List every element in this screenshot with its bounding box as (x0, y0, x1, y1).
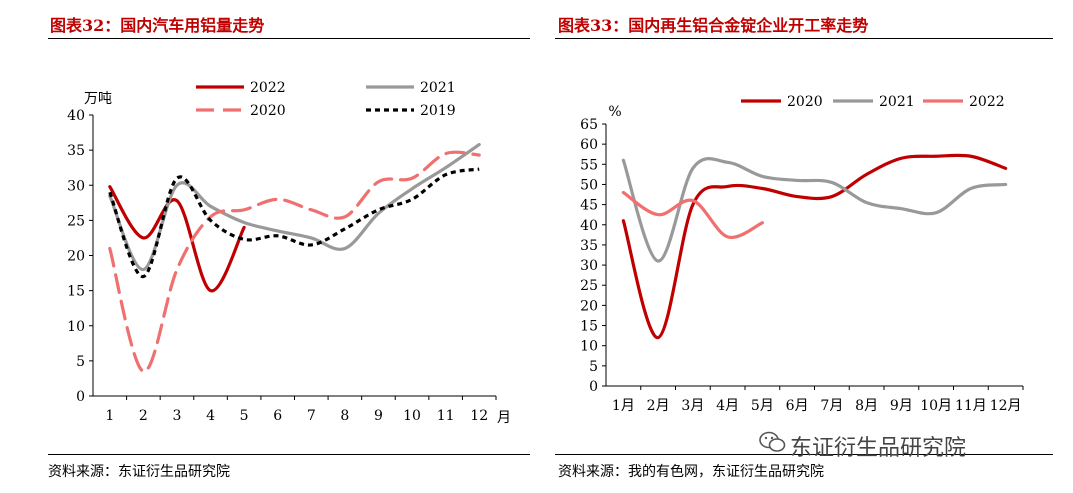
y-tick-label: 0 (589, 379, 598, 395)
x-axis-label: 月 (497, 410, 511, 426)
series-line-2022 (108, 185, 246, 293)
legend-label-2020: 2020 (787, 94, 823, 110)
x-tick-label: 6月 (786, 398, 809, 414)
x-tick-label: 3 (172, 408, 181, 424)
title-divider-right (555, 38, 1053, 39)
y-tick-label: 10 (67, 319, 85, 335)
y-tick-label: 60 (580, 137, 598, 153)
x-tick-label: 11月 (955, 398, 987, 414)
source-right: 资料来源：我的有色网，东证衍生品研究院 (558, 464, 824, 480)
series-line-2020 (621, 153, 1008, 340)
y-tick-label: 50 (580, 177, 598, 193)
y-tick-label: 35 (67, 143, 85, 159)
chart-title-left: 图表32：国内汽车用铝量走势 (50, 16, 265, 35)
x-tick-label: 11 (437, 408, 455, 424)
x-tick-label: 2 (139, 408, 148, 424)
y-tick-label: 35 (580, 238, 598, 254)
x-tick-label: 1月 (612, 398, 635, 414)
x-tick-label: 4月 (716, 398, 739, 414)
series-line-2019 (108, 167, 480, 279)
y-tick-label: 25 (67, 213, 85, 229)
x-tick-label: 12月 (990, 398, 1022, 414)
y-tick-label: 15 (67, 284, 85, 300)
x-tick-label: 9 (374, 408, 383, 424)
x-tick-label: 2月 (647, 398, 670, 414)
x-tick-label: 5月 (751, 398, 774, 414)
x-tick-label: 6 (273, 408, 282, 424)
chart-panel-left: 图表32：国内汽车用铝量走势 0 5 10 15 20 25 30 35 40 1 2 3 4 5 6 7 8 9… (0, 0, 530, 493)
source-left: 资料来源：东证衍生品研究院 (48, 464, 230, 480)
y-tick-label: 25 (580, 278, 598, 294)
legend-label-2021: 2021 (879, 94, 915, 110)
y-tick-label: 20 (67, 249, 85, 265)
y-tick-label: 20 (580, 298, 598, 314)
title-divider-left (48, 38, 530, 39)
y-tick-label: 30 (67, 178, 85, 194)
x-tick-label: 10月 (920, 398, 952, 414)
y-tick-label: 45 (580, 198, 598, 214)
line-chart-recycled-aluminum: 0 5 10 15 20 25 30 35 40 45 50 55 60 65 1月 2月 3月 4月 5月 6月 7月… (580, 94, 1024, 414)
x-tick-label: 3月 (681, 398, 704, 414)
y-tick-label: 0 (76, 389, 85, 405)
y-tick-label: 15 (580, 319, 598, 335)
chart-title-right: 图表33：国内再生铝合金锭企业开工率走势 (558, 16, 869, 35)
y-tick-label: 55 (580, 157, 598, 173)
source-divider-right (555, 454, 1053, 455)
legend-label-2019: 2019 (420, 103, 456, 119)
legend-label-2022: 2022 (969, 94, 1005, 110)
y-axis-label: 万吨 (84, 91, 112, 107)
source-divider-left (48, 454, 530, 455)
y-tick-label: 10 (580, 339, 598, 355)
legend-label-2021: 2021 (420, 80, 456, 96)
x-tick-label: 9月 (890, 398, 913, 414)
legend-label-2020: 2020 (250, 103, 286, 119)
wechat-icon (759, 431, 786, 452)
x-tick-label: 7月 (820, 398, 843, 414)
x-tick-label: 10 (403, 408, 421, 424)
x-tick-label: 7 (307, 408, 316, 424)
y-tick-label: 40 (67, 108, 85, 124)
y-axis-label: % (608, 104, 621, 120)
y-tick-label: 30 (580, 258, 598, 274)
series-line-2021 (621, 157, 1008, 263)
series-line-2020 (108, 150, 481, 373)
chart-panel-right: 图表33：国内再生铝合金锭企业开工率走势 0 5 10 15 20 25 30 35 40 45 5… (555, 0, 1073, 493)
x-tick-label: 4 (206, 408, 215, 424)
y-tick-label: 65 (580, 117, 598, 133)
series-line-2022 (621, 190, 764, 240)
y-tick-label: 5 (589, 359, 598, 375)
x-tick-label: 8 (340, 408, 349, 424)
watermark-text: 东证衍生品研究院 (790, 436, 967, 461)
y-tick-label: 40 (580, 218, 598, 234)
x-tick-label: 1 (105, 408, 114, 424)
legend-label-2022: 2022 (250, 80, 286, 96)
x-tick-label: 5 (240, 408, 249, 424)
x-tick-label: 12 (470, 408, 488, 424)
x-tick-label: 8月 (855, 398, 878, 414)
y-tick-label: 5 (76, 354, 85, 370)
